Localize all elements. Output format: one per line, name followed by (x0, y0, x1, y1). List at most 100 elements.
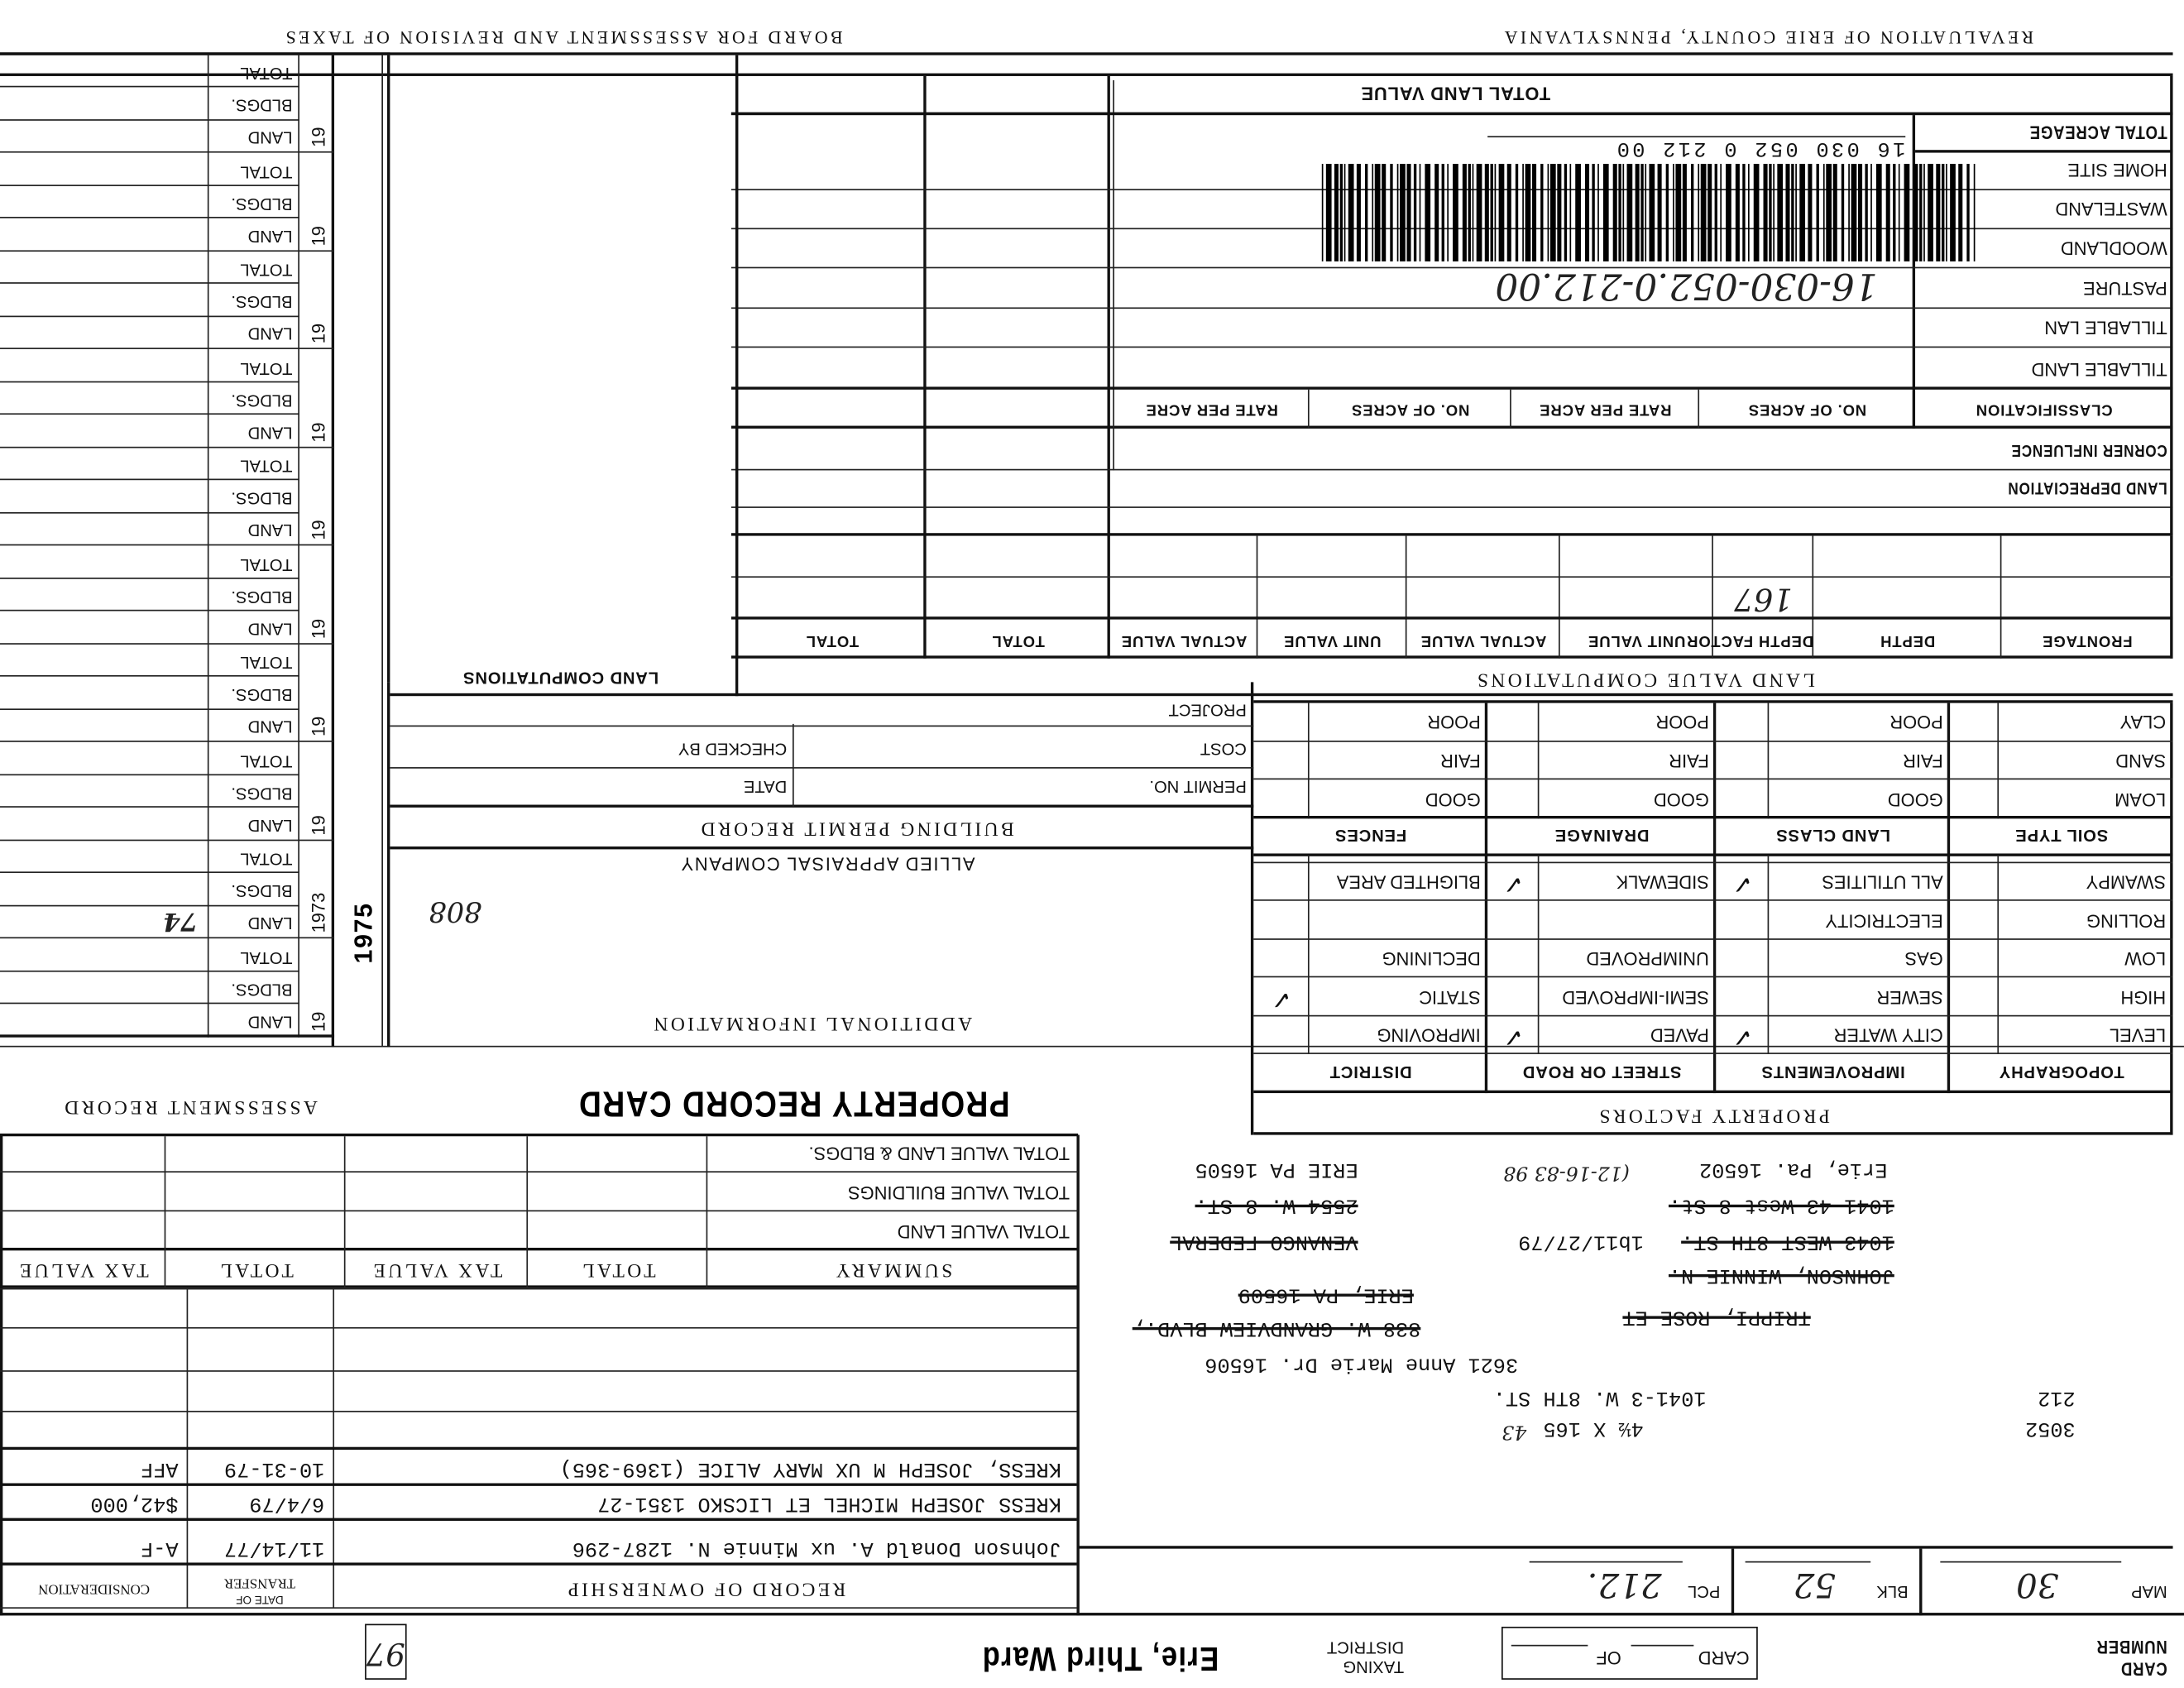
barcode-bar (1841, 164, 1845, 261)
property-factor-label: SIDEWALK (1616, 871, 1709, 893)
property-factor-label: GAS (1904, 947, 1943, 970)
divider (0, 1210, 1079, 1212)
land-value-computations-title: LAND VALUE COMPUTATIONS (1474, 668, 1815, 689)
land-value-header: TOTAL (991, 631, 1045, 649)
class-label: WASTELAND (2055, 199, 2167, 220)
divider (0, 741, 335, 743)
classification-header: CLASSIFICATION (1975, 400, 2113, 418)
ownership-date: 6/4/79 (249, 1491, 325, 1516)
barcode-bar (1665, 164, 1669, 261)
divider (1745, 1561, 1871, 1563)
property-factor-label: SEMI-IMPROVED (1562, 987, 1709, 1009)
barcode-bar (1635, 164, 1640, 261)
checkbox[interactable] (1253, 904, 1309, 937)
barcode-bar (1447, 164, 1449, 261)
checkbox[interactable] (1487, 981, 1539, 1014)
barcode-bar (1374, 164, 1381, 261)
divider (0, 446, 335, 448)
divider (1510, 389, 1511, 429)
barcode-bar (1700, 164, 1707, 261)
address-line: 1041-43 West 8 St. (1668, 1193, 1894, 1217)
checkbox[interactable] (1716, 904, 1769, 937)
soil-label: GOOD (1653, 789, 1709, 811)
soil-label: FAIR (1903, 750, 1943, 772)
divider (792, 723, 794, 808)
assessment-label: LAND (247, 1012, 293, 1032)
checkmark-icon[interactable]: ✓ (1502, 1023, 1525, 1052)
checkmark-icon[interactable]: ✓ (1502, 870, 1525, 899)
class-label: TOTAL ACREAGE (2029, 122, 2167, 143)
checkbox[interactable] (1950, 865, 1999, 898)
barcode-bar (1726, 164, 1731, 261)
blk-label: BLK (1876, 1582, 1909, 1602)
assessment-label: LAND (247, 914, 293, 934)
taxing-district-label: TAXING (1343, 1657, 1405, 1677)
barcode-bar (1356, 164, 1361, 261)
checkmark-icon[interactable]: ✓ (1731, 1023, 1753, 1052)
address-line: 212 (2038, 1385, 2076, 1410)
assessment-year: 19 (308, 815, 329, 836)
checkbox[interactable] (1487, 942, 1539, 975)
class-label: TILLABLE LAN (2044, 317, 2167, 338)
checkbox[interactable] (1253, 1018, 1309, 1051)
ownership-consideration: $42,000 (90, 1491, 179, 1516)
property-factors-title: PROPERTY FACTORS (1596, 1104, 1830, 1125)
checkbox[interactable] (1950, 904, 1999, 937)
consideration-label: CONSIDERATION (38, 1580, 150, 1596)
divider (0, 675, 299, 678)
barcode-bar (1325, 164, 1332, 261)
divider (0, 643, 335, 645)
barcode-bar (1950, 164, 1956, 261)
divider (730, 506, 2173, 508)
barcode-bar (1898, 164, 1900, 261)
assessment-label: BLDGS. (231, 881, 293, 902)
divider (1997, 703, 2000, 819)
address-line: 1b11/27/79 (1518, 1230, 1644, 1254)
checkmark-icon[interactable]: ✓ (1271, 985, 1292, 1014)
assessment-label: TOTAL (240, 457, 293, 477)
address-line: Erie, Pa. 16502 (1699, 1157, 1888, 1182)
divider (1253, 700, 2173, 703)
checkbox[interactable] (1253, 942, 1309, 975)
barcode-bar (1753, 164, 1760, 261)
divider (0, 119, 299, 121)
barcode-bar (1382, 164, 1387, 261)
divider (1076, 1134, 1080, 1616)
soil-header: SOIL TYPE (2014, 825, 2109, 846)
land-value-header: ACTUAL VALUE (1420, 631, 1547, 649)
barcode-bar (1321, 164, 1324, 261)
divider (730, 386, 2173, 390)
assessment-label: BLDGS. (231, 194, 293, 214)
soil-label: SAND (2115, 750, 2167, 772)
taxing-district-value: Erie, Third Ward (981, 1639, 1219, 1677)
property-factor-label: ALL UTILITIES (1822, 871, 1943, 893)
barcode-bar (1506, 164, 1511, 261)
barcode-bar (1707, 164, 1712, 261)
land-value-header: UNIT VALUE (1283, 631, 1382, 649)
divider (0, 86, 299, 89)
barcode-bar (1585, 164, 1590, 261)
barcode-bar (1936, 164, 1941, 261)
checkbox[interactable] (1716, 981, 1769, 1014)
checkbox[interactable] (1716, 942, 1769, 975)
divider (0, 1171, 1079, 1173)
checkbox[interactable] (1487, 904, 1539, 937)
checkbox[interactable] (1950, 1018, 1999, 1051)
barcode-bar (1564, 164, 1568, 261)
barcode-bar (1618, 164, 1621, 261)
divider (0, 1285, 1079, 1288)
divider (1912, 115, 1916, 429)
property-factor-label: HIGH (2120, 987, 2167, 1009)
assessment-label: LAND (247, 717, 293, 737)
property-factor-label: PAVED (1650, 1024, 1709, 1046)
checkbox[interactable] (1950, 981, 1999, 1014)
checkmark-icon[interactable]: ✓ (1731, 870, 1753, 899)
parcel-id-handwritten: 16-030-052.0-212.00 (1495, 264, 1878, 306)
barcode-bar (1372, 164, 1374, 261)
barcode-bar (1334, 164, 1339, 261)
checkbox[interactable] (1950, 942, 1999, 975)
checkbox[interactable] (1253, 865, 1309, 898)
land-depreciation-label: LAND DEPRECIATION (2007, 478, 2167, 499)
barcode-bar (1645, 164, 1647, 261)
barcode-bar (1682, 164, 1687, 261)
